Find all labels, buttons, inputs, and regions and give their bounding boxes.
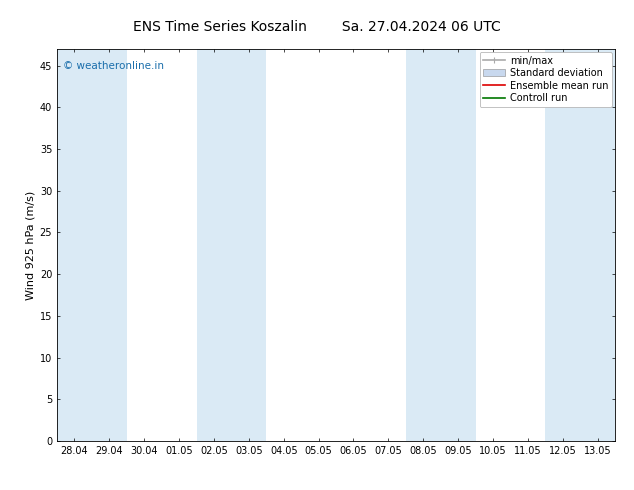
- Bar: [197, 49, 266, 441]
- Text: © weatheronline.in: © weatheronline.in: [63, 61, 164, 71]
- Legend: min/max, Standard deviation, Ensemble mean run, Controll run: min/max, Standard deviation, Ensemble me…: [479, 52, 612, 107]
- Bar: [57, 49, 127, 441]
- Text: ENS Time Series Koszalin        Sa. 27.04.2024 06 UTC: ENS Time Series Koszalin Sa. 27.04.2024 …: [133, 20, 501, 34]
- Bar: [406, 49, 476, 441]
- Bar: [545, 49, 615, 441]
- Y-axis label: Wind 925 hPa (m/s): Wind 925 hPa (m/s): [25, 191, 36, 299]
